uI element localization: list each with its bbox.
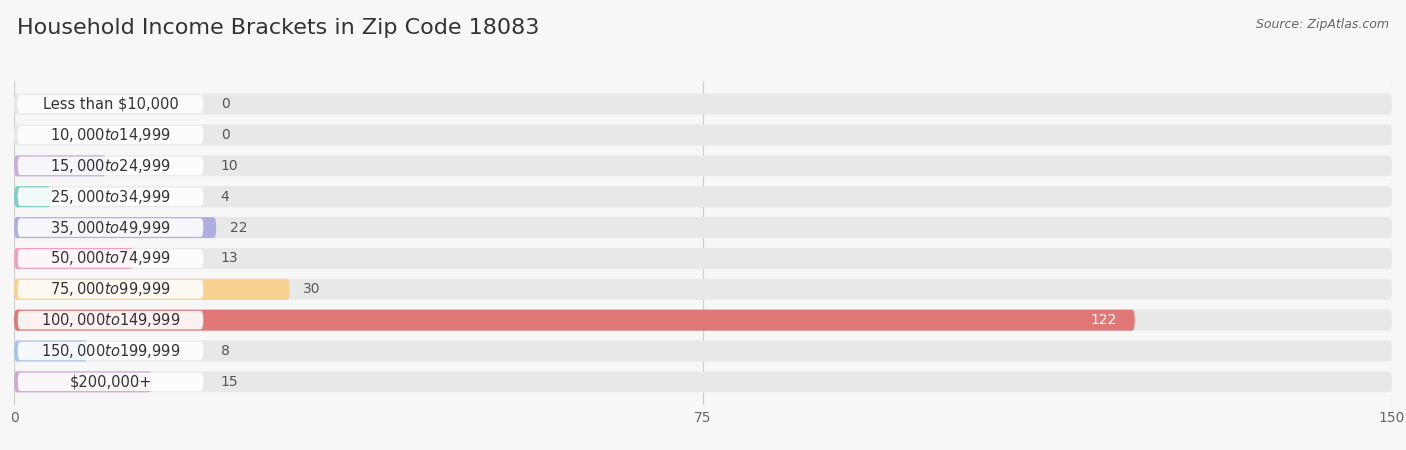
Text: Less than $10,000: Less than $10,000	[42, 97, 179, 112]
Text: $15,000 to $24,999: $15,000 to $24,999	[51, 157, 172, 175]
FancyBboxPatch shape	[18, 188, 204, 206]
FancyBboxPatch shape	[14, 279, 290, 300]
FancyBboxPatch shape	[14, 248, 1392, 269]
FancyBboxPatch shape	[14, 186, 51, 207]
Text: $50,000 to $74,999: $50,000 to $74,999	[51, 249, 172, 267]
FancyBboxPatch shape	[18, 311, 204, 329]
FancyBboxPatch shape	[14, 155, 105, 176]
Text: Household Income Brackets in Zip Code 18083: Household Income Brackets in Zip Code 18…	[17, 18, 540, 38]
FancyBboxPatch shape	[14, 341, 1392, 361]
FancyBboxPatch shape	[18, 373, 204, 391]
FancyBboxPatch shape	[14, 310, 1135, 331]
Text: $75,000 to $99,999: $75,000 to $99,999	[51, 280, 172, 298]
FancyBboxPatch shape	[18, 280, 204, 298]
Text: 30: 30	[304, 282, 321, 296]
Text: 122: 122	[1090, 313, 1116, 327]
Text: 10: 10	[221, 159, 239, 173]
FancyBboxPatch shape	[14, 217, 1392, 238]
FancyBboxPatch shape	[14, 155, 1392, 176]
FancyBboxPatch shape	[14, 217, 217, 238]
Text: 4: 4	[221, 190, 229, 204]
FancyBboxPatch shape	[14, 371, 1392, 392]
Text: 15: 15	[221, 375, 239, 389]
FancyBboxPatch shape	[14, 186, 1392, 207]
Text: 0: 0	[221, 97, 229, 111]
FancyBboxPatch shape	[18, 95, 204, 113]
FancyBboxPatch shape	[18, 249, 204, 268]
FancyBboxPatch shape	[14, 125, 1392, 145]
Text: 8: 8	[221, 344, 229, 358]
Text: $100,000 to $149,999: $100,000 to $149,999	[41, 311, 180, 329]
Text: Source: ZipAtlas.com: Source: ZipAtlas.com	[1256, 18, 1389, 31]
FancyBboxPatch shape	[14, 94, 1392, 115]
Text: $25,000 to $34,999: $25,000 to $34,999	[51, 188, 172, 206]
FancyBboxPatch shape	[14, 310, 1392, 331]
FancyBboxPatch shape	[18, 126, 204, 144]
Text: 13: 13	[221, 252, 239, 266]
FancyBboxPatch shape	[18, 218, 204, 237]
FancyBboxPatch shape	[18, 342, 204, 360]
FancyBboxPatch shape	[14, 371, 152, 392]
FancyBboxPatch shape	[14, 279, 1392, 300]
Text: 22: 22	[231, 220, 247, 234]
FancyBboxPatch shape	[14, 341, 87, 361]
FancyBboxPatch shape	[14, 248, 134, 269]
Text: $200,000+: $200,000+	[69, 374, 152, 389]
Text: $150,000 to $199,999: $150,000 to $199,999	[41, 342, 180, 360]
FancyBboxPatch shape	[18, 157, 204, 175]
Text: 0: 0	[221, 128, 229, 142]
Text: $10,000 to $14,999: $10,000 to $14,999	[51, 126, 172, 144]
Text: $35,000 to $49,999: $35,000 to $49,999	[51, 219, 172, 237]
